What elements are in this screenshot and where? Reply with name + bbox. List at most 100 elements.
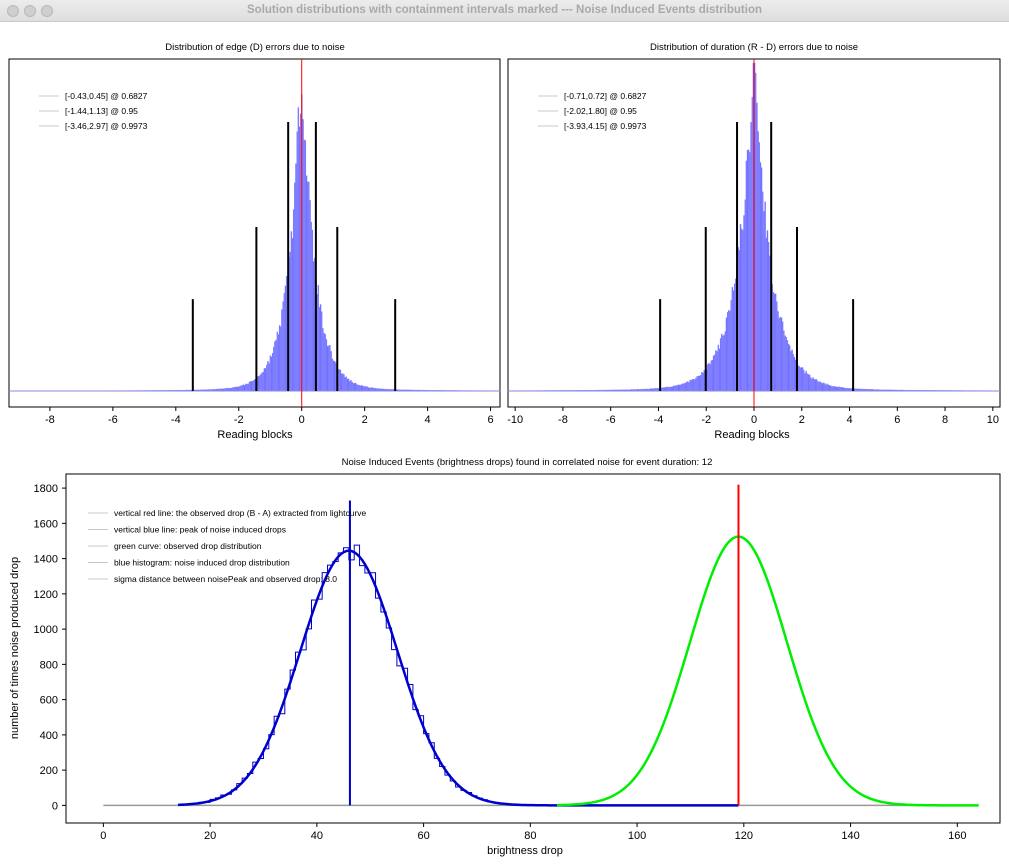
histogram-bar [320, 311, 323, 392]
histogram-bar [289, 251, 291, 392]
histogram-bar [359, 385, 362, 392]
y-tick-label: 800 [40, 659, 58, 671]
histogram-bar [717, 344, 720, 392]
histogram-bar [762, 191, 764, 392]
histogram-bar [232, 387, 234, 392]
histogram-bar [829, 385, 832, 392]
histogram-bar [803, 369, 805, 392]
histogram-bar [673, 385, 675, 392]
histogram-bar [311, 229, 314, 392]
histogram-bar [349, 381, 351, 392]
histogram-bar [325, 339, 328, 392]
histogram-bar [674, 385, 676, 392]
x-tick-label: -2 [234, 414, 244, 426]
histogram-bar [701, 372, 703, 392]
histogram-bar [813, 379, 816, 392]
histogram-bar [357, 384, 359, 392]
histogram-bar [838, 386, 840, 392]
histogram-bar [777, 311, 779, 392]
histogram-bar [742, 229, 744, 392]
histogram-bar [804, 373, 806, 392]
histogram-bar [691, 378, 694, 392]
histogram-bar [317, 285, 319, 392]
histogram-bar [841, 387, 844, 392]
histogram-bar [360, 385, 363, 392]
x-tick-label: 80 [524, 830, 536, 842]
noise-drop-fit-curve [178, 549, 739, 807]
x-tick-label: 2 [799, 414, 805, 426]
y-tick-label: 1800 [34, 483, 58, 495]
histogram-bar [681, 383, 683, 392]
histogram-bar [342, 373, 344, 392]
x-tick-label: 40 [311, 830, 323, 842]
histogram-bar [261, 372, 263, 392]
x-tick-label: 0 [100, 830, 106, 842]
minimize-window-button[interactable] [24, 5, 36, 17]
histogram-bar [353, 383, 356, 392]
histogram-bar [280, 326, 282, 392]
histogram-bar [730, 299, 732, 392]
histogram-bar [278, 325, 281, 392]
window-titlebar: Solution distributions with containment … [0, 0, 1009, 22]
histogram-bar [237, 386, 240, 392]
histogram-bar [242, 384, 245, 392]
histogram-bar [347, 378, 350, 392]
histogram-bar [726, 312, 729, 392]
histogram-bar [343, 374, 345, 392]
histogram-bar [792, 354, 794, 392]
histogram-bar [354, 382, 357, 392]
histogram-bar [787, 343, 790, 392]
legend-entry: [-0.71,0.72] @ 0.6827 [564, 91, 647, 101]
histogram-bar [295, 163, 297, 392]
edge-error-interval-lines [191, 59, 397, 407]
histogram-bar [821, 383, 824, 392]
edge-error-plot-frame [8, 58, 501, 408]
histogram-bar [680, 384, 682, 392]
histogram-bar [371, 387, 373, 392]
duration-error-legend: [-0.71,0.72] @ 0.6827 [-2.02,1.80] @ 0.95… [538, 91, 647, 131]
legend-entry: [-3.93,4.15] @ 0.9973 [564, 121, 647, 131]
histogram-bar [824, 383, 826, 392]
histogram-bar [837, 386, 839, 392]
histogram-bar [732, 290, 735, 392]
histogram-bar [240, 385, 242, 392]
histogram-bar [790, 351, 792, 392]
histogram-bar [664, 386, 667, 392]
histogram-bar [235, 386, 238, 392]
histogram-bar [715, 350, 717, 392]
histogram-bar [358, 384, 360, 392]
histogram-bar [309, 200, 311, 392]
histogram-bar [273, 346, 275, 392]
y-tick-label: 1600 [34, 518, 58, 530]
x-tick-label: 20 [204, 830, 216, 842]
histogram-bar [834, 386, 837, 392]
histogram-bar [743, 215, 745, 392]
histogram-bar [319, 304, 322, 392]
histogram-bar [811, 378, 813, 392]
histogram-bar [685, 381, 688, 392]
zoom-window-button[interactable] [41, 5, 53, 17]
histogram-bar [687, 381, 689, 392]
legend-entry: [-0.43,0.45] @ 0.6827 [65, 91, 148, 101]
histogram-bar [233, 386, 235, 392]
histogram-bar [236, 386, 239, 392]
histogram-bar [364, 386, 366, 392]
histogram-bar [302, 119, 304, 392]
histogram-bar [292, 209, 295, 392]
histogram-bar [367, 387, 370, 392]
legend-entry: green curve: observed drop distribution [114, 541, 262, 551]
histogram-bar [310, 221, 312, 392]
histogram-bar [299, 113, 302, 392]
histogram-bar [339, 369, 342, 392]
histogram-bar [840, 387, 843, 392]
y-tick-label: 1200 [34, 589, 58, 601]
histogram-bar [833, 386, 835, 392]
histogram-bar [808, 374, 811, 392]
histogram-bar [793, 356, 796, 392]
histogram-bar [291, 238, 294, 392]
histogram-bar [780, 317, 783, 392]
close-window-button[interactable] [7, 5, 19, 17]
histogram-bar [312, 261, 315, 392]
x-tick-label: 60 [417, 830, 429, 842]
histogram-bar [290, 231, 293, 392]
